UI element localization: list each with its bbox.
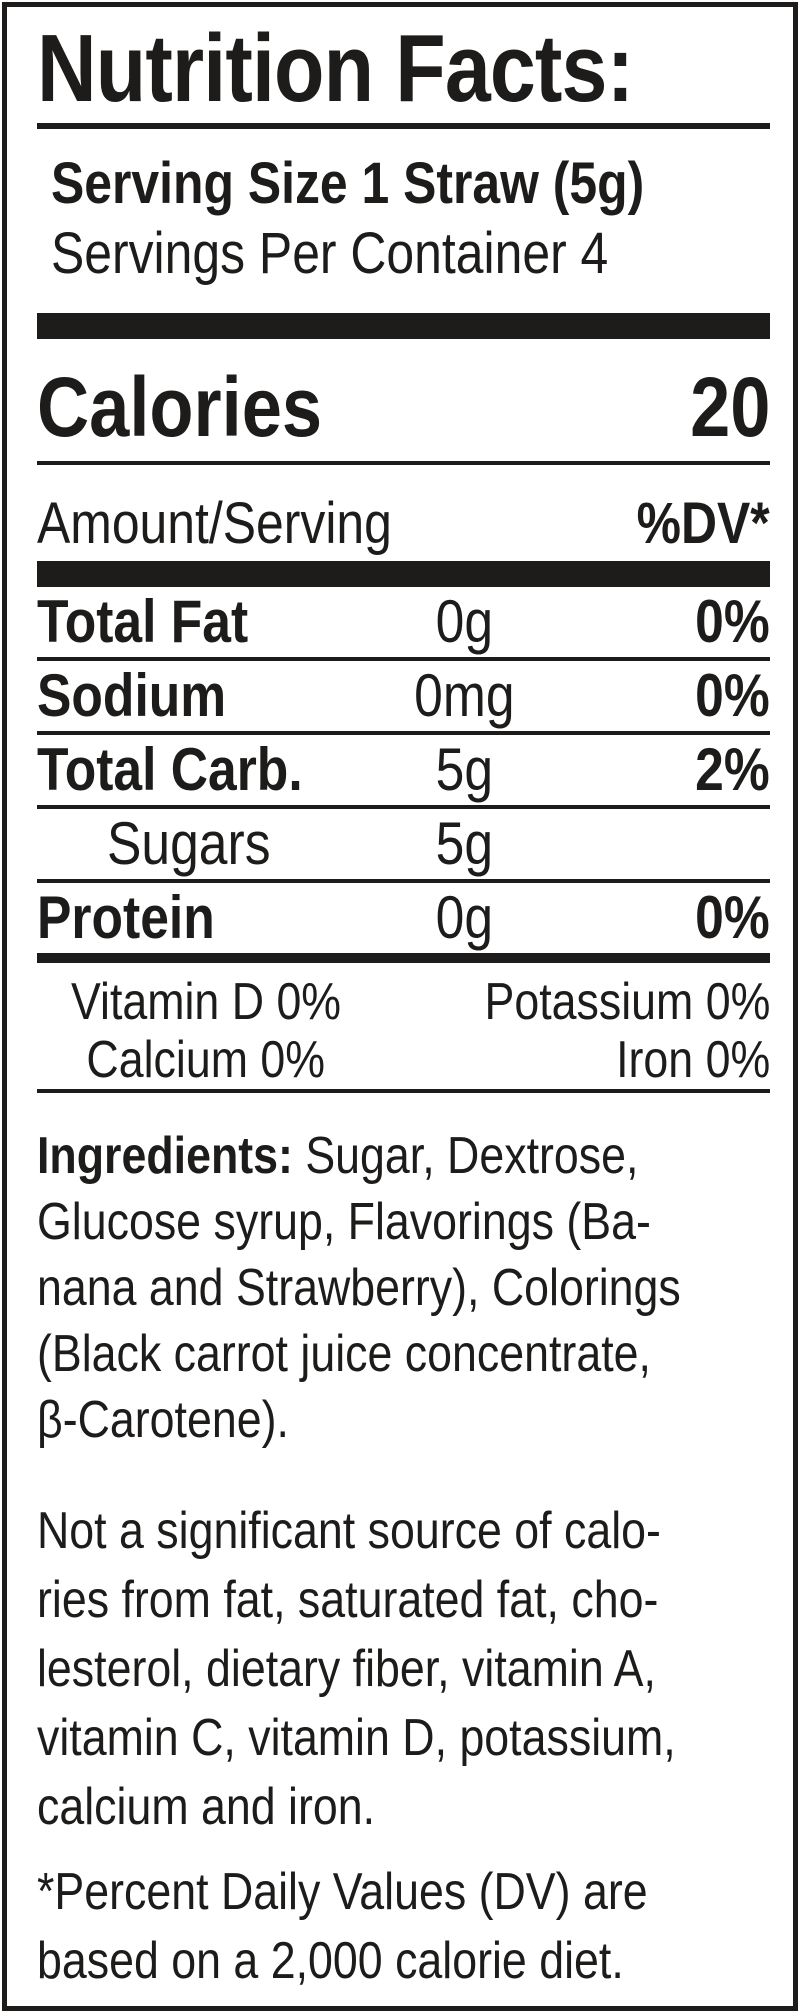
nutrient-amount: 5g [435, 809, 493, 877]
ingredients-paragraph: Ingredients: Sugar, Dextrose, Glucose sy… [37, 1123, 770, 1453]
nutrient-row-sugars: Sugars 5g [37, 809, 770, 883]
percent-dv-header: %DV* [636, 490, 770, 556]
daily-values-footnote: *Percent Daily Values (DV) are based on … [37, 1858, 770, 1996]
potassium-value: Potassium 0% [484, 972, 770, 1031]
amount-per-serving-header: Amount/Serving [37, 490, 392, 556]
not-significant-paragraph: Not a significant source of calo- ries f… [37, 1497, 770, 1842]
nutrient-row-sodium: Sodium 0mg 0% [37, 661, 770, 735]
nutrient-row-total-carb: Total Carb. 5g 2% [37, 735, 770, 809]
calories-row: Calories 20 [37, 365, 770, 449]
nutrient-row-total-fat: Total Fat 0g 0% [37, 587, 770, 661]
label-title-text: Nutrition Facts: [37, 15, 634, 122]
vitamin-d-value: Vitamin D 0% [70, 972, 341, 1031]
section-bar-top [37, 312, 770, 339]
nutrient-amount: 0g [435, 587, 493, 655]
calories-value: 20 [689, 359, 770, 454]
nutrient-amount: 0mg [413, 661, 515, 729]
nutrient-name: Sugars [107, 809, 271, 877]
ingredients-line: Glucose syrup, Flavorings (Ba- [37, 1192, 651, 1251]
ingredients-line: Ingredients: Sugar, Dextrose, [37, 1126, 639, 1185]
nutrient-name: Total Fat [37, 587, 249, 655]
iron-value: Iron 0% [615, 1030, 770, 1089]
ingredients-line: nana and Strawberry), Colorings [37, 1258, 681, 1317]
calcium-value: Calcium 0% [86, 1030, 325, 1089]
micro-row-2: Calcium 0% Iron 0% [37, 1031, 770, 1089]
label-title: Nutrition Facts: [37, 17, 770, 121]
micro-row-1: Vitamin D 0% Potassium 0% [37, 973, 770, 1031]
nutrient-amount: 5g [435, 735, 493, 803]
footnote-line: based on a 2,000 calorie diet. [37, 1931, 624, 1990]
column-header-row: Amount/Serving %DV* [37, 490, 770, 556]
servings-per-container-line: Servings Per Container 4 [51, 220, 609, 286]
nutrient-amount: 0g [435, 883, 493, 951]
disclaimer-line: ries from fat, saturated fat, cho- [37, 1570, 659, 1629]
calories-label: Calories [37, 359, 323, 454]
disclaimer-line: vitamin C, vitamin D, potassium, [37, 1708, 676, 1767]
nutrient-name: Total Carb. [37, 735, 303, 803]
ingredients-line: β-Carotene). [37, 1390, 289, 1449]
section-bar-micros [37, 952, 770, 963]
nutrient-dv: 0% [695, 883, 770, 951]
disclaimer-line: calcium and iron. [37, 1777, 376, 1836]
title-divider [37, 122, 770, 129]
nutrient-dv: 2% [695, 735, 770, 803]
serving-size-line: Serving Size 1 Straw (5g) [51, 150, 645, 216]
nutrient-row-protein: Protein 0g 0% [37, 883, 770, 953]
nutrient-dv: 0% [695, 661, 770, 729]
ingredients-heading: Ingredients: [37, 1126, 293, 1185]
disclaimer-line: lesterol, dietary fiber, vitamin A, [37, 1639, 656, 1698]
section-bar-nutrients [37, 560, 770, 587]
nutrient-name: Sodium [37, 661, 227, 729]
micronutrients-section: Vitamin D 0% Potassium 0% Calcium 0% Iro… [37, 963, 770, 1093]
nutrient-name: Protein [37, 883, 215, 951]
ingredients-line: (Black carrot juice concentrate, [37, 1324, 651, 1383]
calories-divider [37, 460, 770, 465]
disclaimer-line: Not a significant source of calo- [37, 1501, 661, 1560]
footnote-line: *Percent Daily Values (DV) are [37, 1862, 648, 1921]
nutrient-dv: 0% [695, 587, 770, 655]
